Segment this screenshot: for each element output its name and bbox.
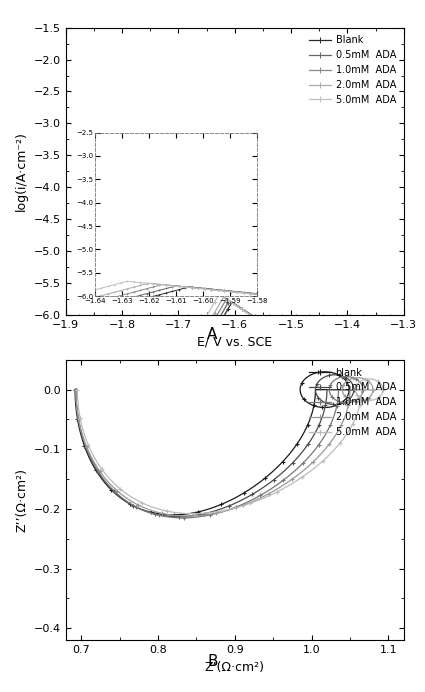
Text: A: A [207, 327, 218, 342]
Legend: Blank, 0.5mM  ADA, 1.0mM  ADA, 2.0mM  ADA, 5.0mM  ADA: Blank, 0.5mM ADA, 1.0mM ADA, 2.0mM ADA, … [306, 33, 399, 108]
Legend: blank, 0.5mM  ADA, 1.0mM  ADA, 2.0mM  ADA, 5.0mM  ADA: blank, 0.5mM ADA, 1.0mM ADA, 2.0mM ADA, … [306, 365, 399, 440]
X-axis label: E/ V vs. SCE: E/ V vs. SCE [197, 336, 272, 348]
X-axis label: Z’(Ω·cm²): Z’(Ω·cm²) [205, 661, 265, 673]
Text: B: B [207, 654, 218, 668]
Y-axis label: log(i/A·cm⁻²): log(i/A·cm⁻²) [15, 131, 28, 211]
Y-axis label: Z’’(Ω·cm²): Z’’(Ω·cm²) [15, 468, 28, 532]
